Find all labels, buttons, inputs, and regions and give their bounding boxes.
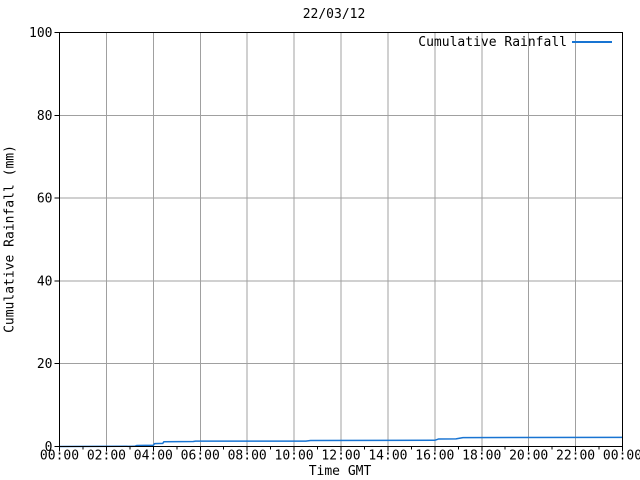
y-axis-title: Cumulative Rainfall (mm): [2, 145, 18, 333]
y-tick-label: 80: [37, 109, 53, 124]
x-tick-label: 22:00: [556, 449, 595, 464]
rainfall-line: [59, 436, 623, 448]
chart-title: 22/03/12: [302, 7, 366, 22]
x-tick-label: 00:00: [603, 449, 640, 464]
legend: Cumulative Rainfall: [418, 34, 612, 50]
x-tick-label: 04:00: [134, 449, 173, 464]
x-tick-label: 10:00: [275, 449, 314, 464]
x-tick-label: 14:00: [368, 449, 407, 464]
x-tick-label: 02:00: [87, 449, 126, 464]
y-tick-label: 0: [45, 440, 53, 455]
x-tick-label: 08:00: [228, 449, 267, 464]
legend-line-sample: [572, 41, 612, 43]
plot-border: [59, 32, 623, 447]
y-tick-label: 60: [37, 192, 53, 207]
x-tick-label: 06:00: [181, 449, 220, 464]
legend-label: Cumulative Rainfall: [418, 34, 567, 50]
x-axis-title: Time GMT: [308, 464, 372, 479]
x-tick-label: 18:00: [462, 449, 501, 464]
x-tick-label: 16:00: [415, 449, 454, 464]
y-tick-label: 40: [37, 274, 53, 289]
y-tick-label: 100: [29, 26, 52, 41]
y-tick-label: 20: [37, 357, 53, 372]
x-tick-label: 00:00: [40, 449, 79, 464]
x-tick-label: 12:00: [321, 449, 360, 464]
x-tick-label: 20:00: [509, 449, 548, 464]
